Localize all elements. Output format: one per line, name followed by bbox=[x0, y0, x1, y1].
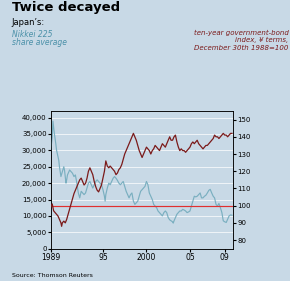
Text: Nikkei 225: Nikkei 225 bbox=[12, 30, 52, 38]
Text: share average: share average bbox=[12, 38, 67, 47]
Text: index, ¥ terms,: index, ¥ terms, bbox=[235, 37, 289, 43]
Text: December 30th 1988=100: December 30th 1988=100 bbox=[194, 45, 289, 51]
Text: ten-year government-bond: ten-year government-bond bbox=[194, 30, 289, 36]
Text: Source: Thomson Reuters: Source: Thomson Reuters bbox=[12, 273, 93, 278]
Text: Japan’s:: Japan’s: bbox=[12, 18, 45, 27]
Text: Twice decayed: Twice decayed bbox=[12, 1, 120, 14]
